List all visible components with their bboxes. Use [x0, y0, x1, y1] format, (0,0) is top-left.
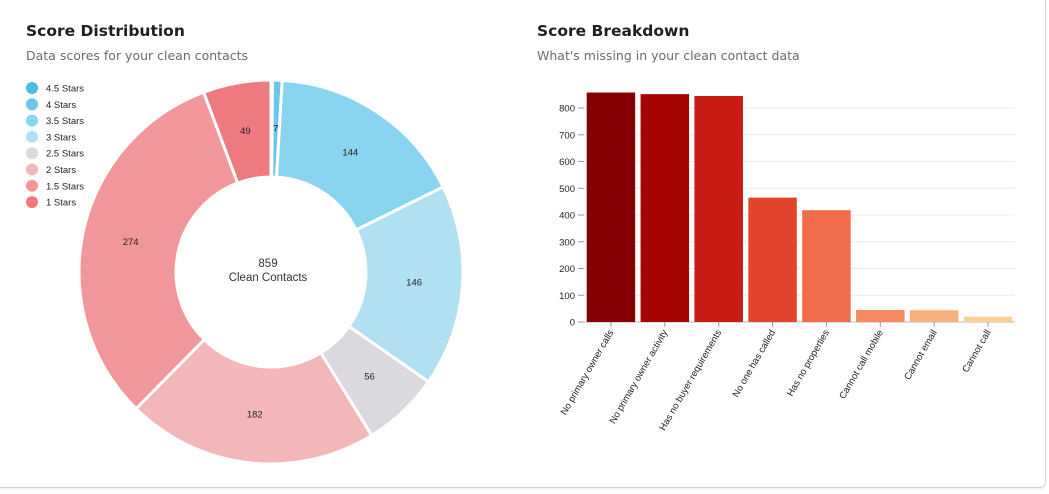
- legend-label-2-stars[interactable]: 2 Stars: [46, 165, 76, 176]
- legend-label-3-stars[interactable]: 3 Stars: [46, 132, 76, 143]
- legend-label-3-5-stars[interactable]: 3.5 Stars: [46, 116, 84, 127]
- donut-label-1-5-stars: 274: [123, 237, 139, 248]
- score-distribution-subtitle: Data scores for your clean contacts: [26, 48, 249, 63]
- donut-slice-1-stars[interactable]: [201, 78, 273, 185]
- score-breakdown-subtitle: What's missing in your clean contact dat…: [537, 48, 800, 63]
- donut-label-3-stars: 146: [406, 278, 422, 289]
- donut-legend: 4.5 Stars 4 Stars 3.5 Stars 3 Stars 2.5 Star…: [26, 82, 84, 209]
- donut-slice-1-5-stars[interactable]: [77, 90, 240, 411]
- x-tick-label-no-one-has-called: No one has called: [731, 328, 779, 399]
- donut-label-1-stars: 49: [240, 126, 251, 137]
- x-tick-label-no-primary-owner-calls: No primary owner calls: [559, 328, 617, 417]
- y-tick-label-800: 800: [559, 104, 575, 115]
- x-tick-label-has-no-buyer-requirements: Has no buyer requirements: [657, 328, 724, 433]
- bar-series: [586, 92, 1013, 323]
- donut-slices: [77, 78, 465, 466]
- legend-swatch-4-5-stars: [26, 82, 38, 94]
- legend-label-1-stars[interactable]: 1 Stars: [46, 198, 76, 209]
- x-tick-label-cannot-call-mobile: Cannot call mobile: [837, 328, 886, 401]
- bar-cannot-call[interactable]: [963, 316, 1013, 322]
- donut-slice-2-stars[interactable]: [133, 337, 374, 466]
- donut-data-labels: 7 144 146 56 182 274 49: [123, 124, 422, 421]
- donut-center-value: 859: [258, 258, 277, 270]
- legend-swatch-4-stars: [26, 98, 38, 111]
- y-tick-label-200: 200: [559, 264, 575, 275]
- donut-label-2-5-stars: 56: [364, 371, 375, 382]
- x-tick-label-cannot-call: Cannot call: [960, 328, 993, 375]
- legend-label-4-5-stars[interactable]: 4.5 Stars: [46, 84, 84, 95]
- y-tick-label-0: 0: [570, 318, 575, 329]
- legend-label-1-5-stars[interactable]: 1.5 Stars: [46, 181, 84, 192]
- bar-no-primary-owner-calls[interactable]: [586, 92, 636, 322]
- legend-label-4-stars[interactable]: 4 Stars: [46, 100, 76, 111]
- y-tick-label-600: 600: [559, 157, 575, 168]
- y-tick-label-500: 500: [559, 184, 575, 195]
- y-tick-label-700: 700: [559, 130, 575, 141]
- y-tick-label-300: 300: [559, 237, 575, 248]
- legend-swatch-2-stars: [26, 163, 38, 176]
- bar-has-no-properties[interactable]: [802, 210, 851, 322]
- y-tick-label-400: 400: [559, 211, 575, 222]
- x-tick-label-has-no-properties: Has no properties: [785, 328, 832, 399]
- legend-swatch-1-5-stars: [26, 179, 38, 192]
- bar-no-one-has-called[interactable]: [748, 197, 797, 322]
- legend-swatch-1-stars: [26, 196, 38, 209]
- bar-cannot-call-mobile[interactable]: [856, 309, 905, 322]
- donut-label-4-stars: 7: [273, 124, 278, 135]
- bar-cannot-email[interactable]: [909, 310, 959, 322]
- bar-no-primary-owner-activity[interactable]: [640, 94, 690, 323]
- donut-slice-3-stars[interactable]: [346, 184, 465, 384]
- donut-label-2-stars: 182: [247, 410, 263, 421]
- donut-slice-3-5-stars[interactable]: [274, 78, 446, 232]
- bar-y-axis: 0 100 200 300 400 500 600 700 800: [559, 104, 584, 329]
- legend-swatch-3-5-stars: [26, 114, 38, 127]
- bar-has-no-buyer-requirements[interactable]: [694, 96, 743, 322]
- donut-center-label: Clean Contacts: [229, 272, 308, 284]
- y-tick-label-100: 100: [559, 291, 575, 302]
- donut-label-3-5-stars: 144: [342, 147, 358, 158]
- legend-label-2-5-stars[interactable]: 2.5 Stars: [46, 149, 84, 160]
- x-tick-label-cannot-email: Cannot email: [902, 328, 940, 382]
- legend-swatch-3-stars: [26, 130, 38, 143]
- x-tick-label-no-primary-owner-activity: No primary owner activity: [608, 328, 671, 426]
- legend-swatch-2-5-stars: [26, 147, 38, 160]
- score-distribution-title: Score Distribution: [26, 22, 185, 40]
- score-breakdown-title: Score Breakdown: [537, 22, 690, 40]
